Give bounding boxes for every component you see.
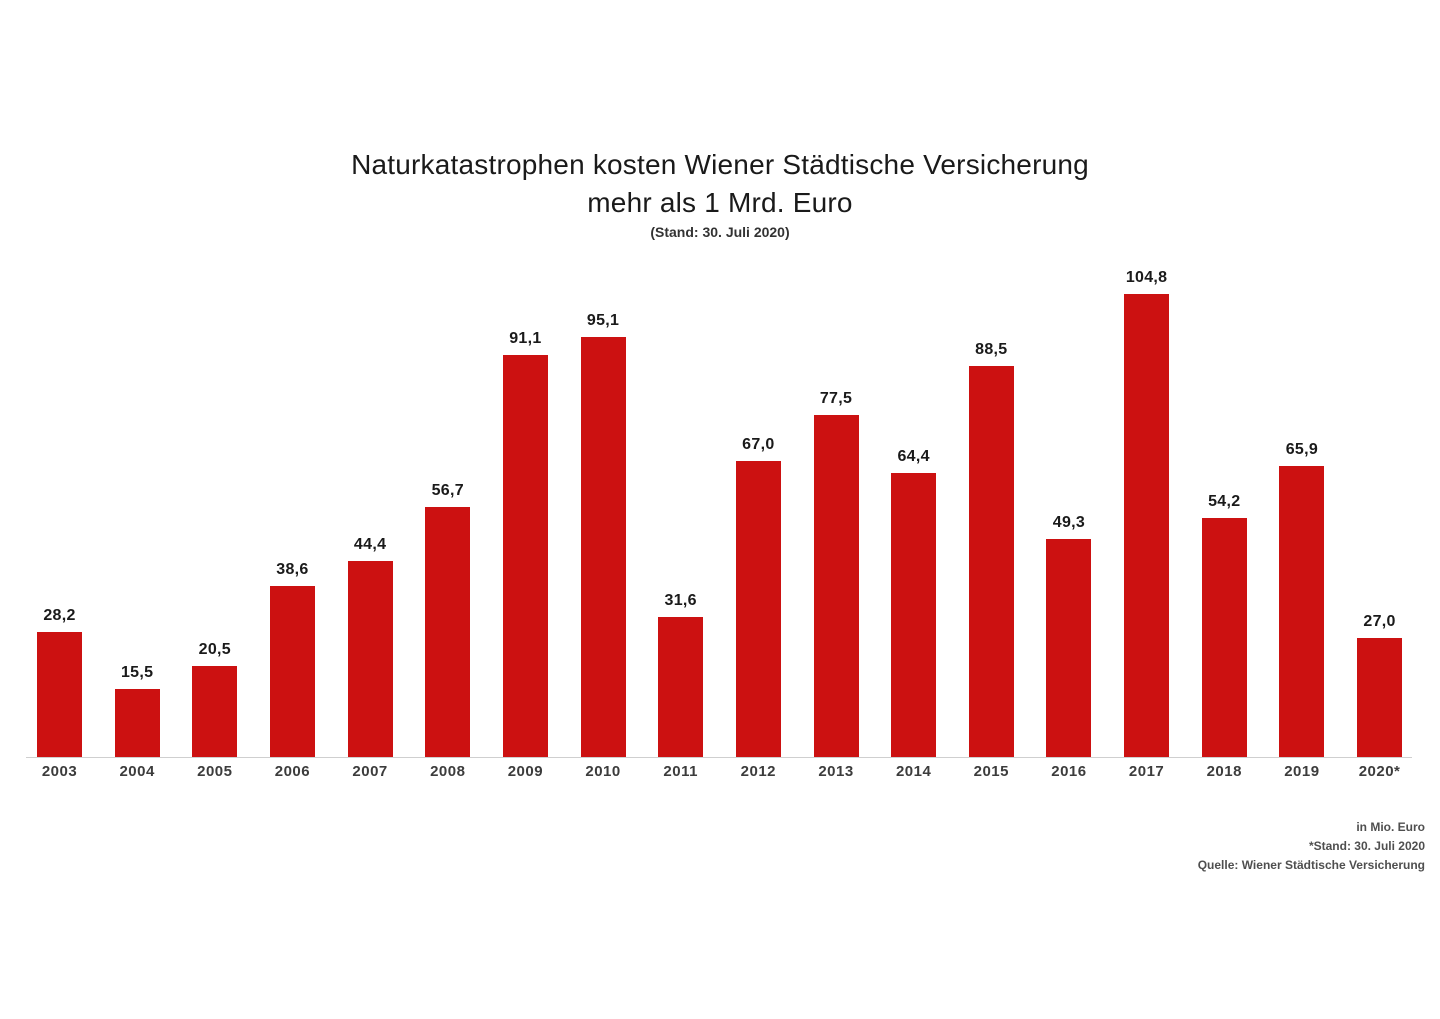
bar-2004 (114, 689, 160, 757)
year-label-2006: 2006 (274, 763, 311, 780)
year-label-2007: 2007 (352, 763, 388, 780)
year-label-2011: 2011 (663, 763, 698, 780)
chart-title-line2: mehr als 1 Mrd. Euro (587, 187, 853, 218)
value-label-2011: 31,6 (664, 592, 697, 609)
bar-2007 (347, 561, 393, 757)
value-label-2008: 56,7 (431, 482, 464, 499)
bar-2016 (1046, 539, 1092, 757)
year-label-2010: 2010 (585, 763, 621, 780)
x-axis-line (26, 757, 1412, 758)
bar-2011 (658, 617, 704, 757)
stand-note: *Stand: 30. Juli 2020 (1308, 839, 1425, 853)
footer-notes: in Mio. Euro *Stand: 30. Juli 2020 Quell… (1198, 818, 1425, 875)
bar-2013 (813, 415, 859, 757)
value-label-2020: 27,0 (1363, 613, 1396, 630)
value-label-2004: 15,5 (120, 664, 154, 681)
year-label-2012: 2012 (740, 763, 777, 780)
value-label-2010: 95,1 (586, 312, 620, 329)
bar-2006 (269, 586, 315, 757)
value-label-2003: 28,2 (43, 607, 76, 624)
bar-2018 (1201, 518, 1247, 757)
bar-2008 (425, 507, 471, 757)
value-label-2018: 54,2 (1208, 493, 1241, 510)
bar-2015 (968, 366, 1014, 757)
year-label-2018: 2018 (1206, 763, 1242, 780)
year-label-2004: 2004 (119, 763, 155, 780)
unit-note: in Mio. Euro (1356, 820, 1425, 834)
bar-2019 (1279, 466, 1325, 757)
value-label-2017: 104,8 (1125, 269, 1168, 286)
bar-2003 (37, 632, 82, 757)
year-label-2017: 2017 (1128, 763, 1165, 780)
bar-2020 (1357, 638, 1403, 757)
bar-2012 (735, 461, 781, 757)
value-label-2007: 44,4 (353, 536, 387, 553)
value-label-2015: 88,5 (975, 341, 1008, 358)
year-label-2005: 2005 (197, 763, 233, 780)
year-label-2003: 2003 (41, 763, 78, 780)
chart-subtitle: (Stand: 30. Juli 2020) (650, 224, 790, 240)
value-label-2013: 77,5 (819, 390, 853, 407)
bar-2014 (891, 473, 937, 757)
value-label-2012: 67,0 (742, 436, 775, 453)
year-label-2020: 2020* (1358, 763, 1401, 780)
value-label-2014: 64,4 (897, 448, 930, 465)
year-label-2019: 2019 (1284, 763, 1320, 780)
year-label-2013: 2013 (818, 763, 854, 780)
bar-2017 (1124, 294, 1170, 757)
value-label-2019: 65,9 (1285, 441, 1319, 458)
year-label-2008: 2008 (430, 763, 466, 780)
bar-2005 (192, 666, 238, 757)
bar-2009 (502, 355, 548, 757)
chart-title-line1: Naturkatastrophen kosten Wiener Städtisc… (351, 149, 1089, 180)
chart-title-block: Naturkatastrophen kosten Wiener Städtisc… (0, 146, 1440, 240)
value-label-2016: 49,3 (1052, 514, 1086, 531)
source-note: Quelle: Wiener Städtische Versicherung (1197, 858, 1425, 872)
year-label-2009: 2009 (507, 763, 544, 780)
value-label-2009: 91,1 (509, 330, 542, 347)
year-label-2014: 2014 (895, 763, 932, 780)
value-label-2005: 20,5 (198, 641, 231, 658)
bar-2010 (580, 337, 626, 757)
value-label-2006: 38,6 (276, 561, 309, 578)
year-label-2016: 2016 (1051, 763, 1087, 780)
year-label-2015: 2015 (973, 763, 1009, 780)
